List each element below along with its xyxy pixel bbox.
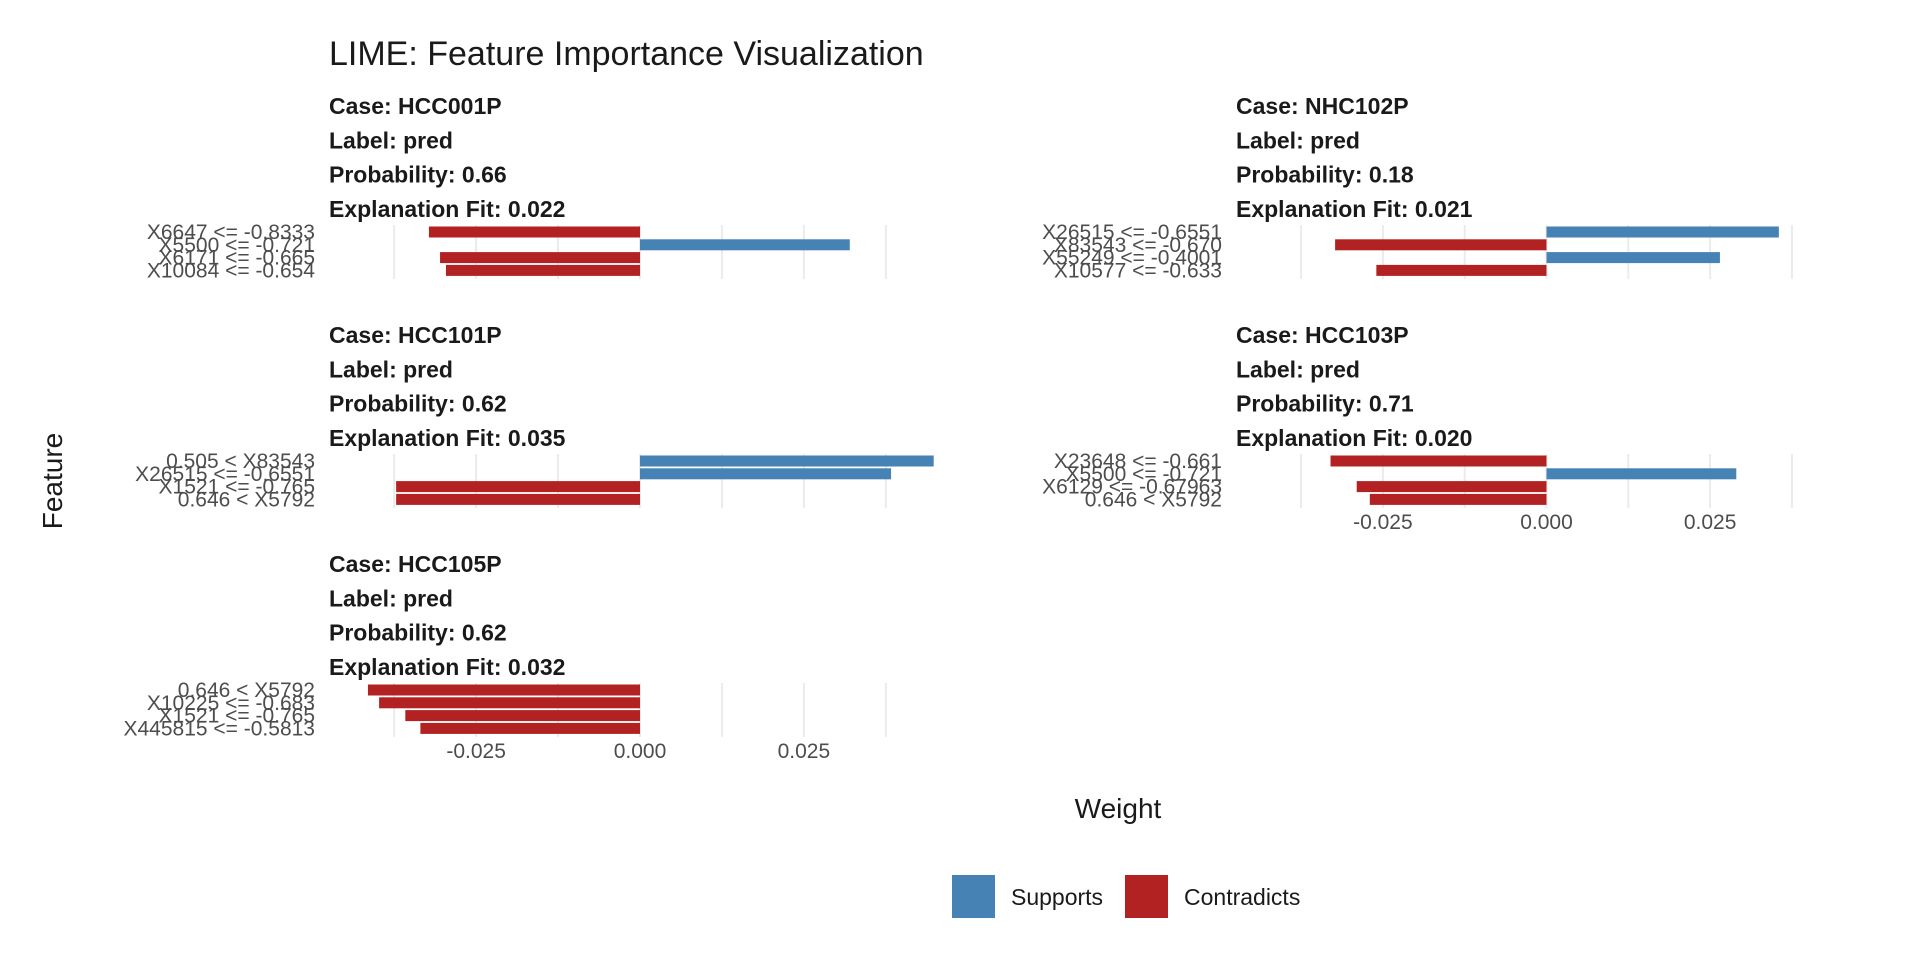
facet-panel: Case: HCC001P Label: pred Probability: 0.6… [147,93,887,282]
feature-label: X23648 <= -0.661 [1054,450,1222,473]
panel-case: Case: HCC001P [329,93,502,119]
panel-fit: Explanation Fit: 0.021 [1236,196,1473,222]
panel-fit: Explanation Fit: 0.032 [329,654,565,680]
bar-contradicts [1356,481,1547,493]
panel-case: Case: HCC103P [1236,322,1409,348]
bar-contradicts [428,226,640,238]
bar-supports [640,455,934,467]
panel-probability: Probability: 0.71 [1236,391,1414,417]
panel-probability: Probability: 0.62 [329,391,507,417]
feature-label: X10225 <= -0.683 [147,692,315,715]
panel-fit: Explanation Fit: 0.022 [329,196,565,222]
feature-label: X55249 <= -0.4001 [1042,247,1222,270]
bar-supports [640,239,850,251]
panel-case: Case: NHC102P [1236,93,1409,119]
bar-contradicts [379,697,640,709]
panel-label: Label: pred [1236,127,1360,153]
bar-contradicts [1330,455,1547,467]
bar-contradicts [396,481,640,493]
feature-label: X6647 <= -0.8333 [147,221,315,244]
feature-label: X26515 <= -0.6551 [1042,221,1222,244]
panel-label: Label: pred [329,356,453,382]
bar-contradicts [396,493,640,505]
chart-title: LIME: Feature Importance Visualization [329,35,924,73]
x-tick-label: -0.025 [1353,511,1413,534]
panel-probability: Probability: 0.62 [329,620,507,646]
legend-swatch-supports [952,875,995,918]
bar-contradicts [440,252,640,264]
feature-label: 0.646 < X5792 [178,488,315,511]
feature-label: X5500 <= -0.721 [1066,463,1222,486]
bar-supports [1546,226,1779,238]
panel-fit: Explanation Fit: 0.035 [329,425,566,451]
x-tick-label: 0.000 [614,740,667,763]
bar-supports [1546,252,1720,264]
bar-supports [640,468,892,480]
facet-panel: Case: HCC103P Label: pred Probability: 0.7… [1042,322,1793,534]
legend-label-contradicts: Contradicts [1184,884,1300,910]
panel-label: Label: pred [329,127,453,153]
legend: Supports Contradicts [952,875,1300,918]
feature-label: X6171 <= -0.665 [159,247,315,270]
x-tick-label: 0.025 [778,740,831,763]
panel-label: Label: pred [1236,356,1360,382]
feature-label: X10577 <= -0.633 [1054,259,1222,282]
panel-case: Case: HCC105P [329,551,502,577]
bar-supports [1546,468,1737,480]
panel-fit: Explanation Fit: 0.020 [1236,425,1472,451]
x-axis-title: Weight [1075,793,1162,824]
bar-contradicts [1369,493,1547,505]
facet-panels: Case: HCC001P Label: pred Probability: 0.6… [123,93,1793,763]
bar-contradicts [367,684,640,696]
feature-label: 0.646 < X5792 [1085,488,1222,511]
facet-panel: Case: HCC101P Label: pred Probability: 0.6… [135,322,934,511]
y-axis-title: Feature [37,433,68,530]
panel-probability: Probability: 0.66 [329,162,507,188]
feature-label: X26515 <= -0.6551 [135,463,315,486]
panel-label: Label: pred [329,585,453,611]
feature-label: X6129 <= -0.67963 [1042,476,1222,499]
feature-label: X1521 <= -0.765 [159,476,315,499]
bar-contradicts [1376,264,1547,276]
legend-swatch-contradicts [1125,875,1168,918]
panel-probability: Probability: 0.18 [1236,162,1414,188]
x-tick-label: 0.000 [1520,511,1573,534]
feature-label: X1521 <= -0.765 [159,705,315,728]
feature-label: 0.505 < X83543 [166,450,315,473]
feature-label: X445815 <= -0.5813 [123,717,315,740]
facet-panel: Case: NHC102P Label: pred Probability: 0.1… [1042,93,1793,282]
bar-contradicts [1335,239,1547,251]
panel-case: Case: HCC101P [329,322,502,348]
bar-contradicts [405,710,640,722]
feature-label: 0.646 < X5792 [178,679,315,702]
x-tick-label: -0.025 [446,740,506,763]
facet-panel: Case: HCC105P Label: pred Probability: 0.6… [123,551,887,763]
feature-label: X83543 <= -0.670 [1054,234,1222,257]
legend-label-supports: Supports [1011,884,1103,910]
feature-label: X10084 <= -0.654 [147,259,315,282]
x-tick-label: 0.025 [1684,511,1737,534]
bar-contradicts [420,722,640,734]
bar-contradicts [445,264,640,276]
feature-label: X5500 <= -0.721 [159,234,315,257]
